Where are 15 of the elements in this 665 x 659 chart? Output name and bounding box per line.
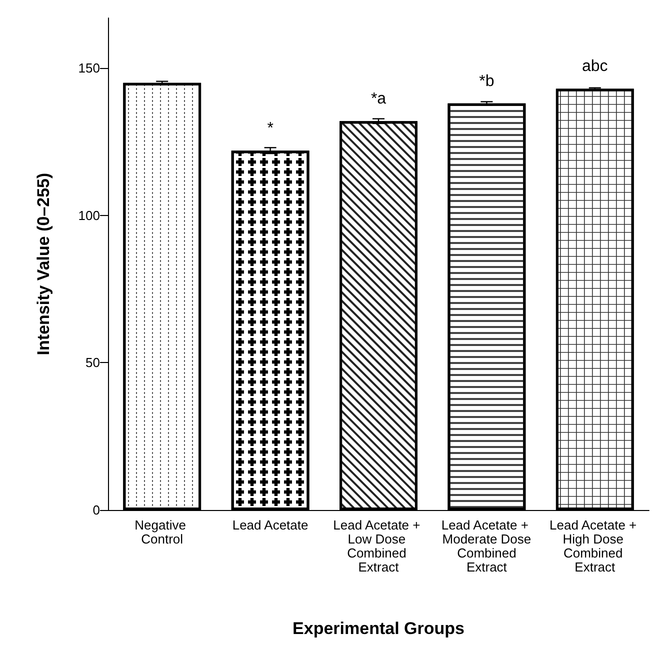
y-tick-label: 150 — [78, 60, 100, 76]
data-label: abc — [582, 58, 608, 76]
x-tick-label: Negative Control — [134, 518, 190, 546]
y-axis-title: Intensity Value (0–255) — [34, 172, 53, 356]
data-label: *b — [479, 72, 494, 90]
x-tick-label: Lead Acetate + High Dose Combined Extract — [550, 518, 640, 574]
data-label: *a — [370, 90, 386, 108]
y-tick-label: 50 — [86, 355, 100, 370]
y-tick-label: 100 — [78, 208, 100, 223]
x-tick-label: Lead Acetate — [232, 518, 308, 532]
y-tick-label: 0 — [92, 502, 100, 518]
x-tick-label: Lead Acetate + Low Dose Combined Extract — [333, 518, 424, 574]
data-label: * — [267, 120, 274, 138]
x-axis-title: Experimental Groups — [292, 619, 464, 638]
x-tick-label: Lead Acetate + Moderate Dose Combined Extract — [441, 518, 532, 574]
